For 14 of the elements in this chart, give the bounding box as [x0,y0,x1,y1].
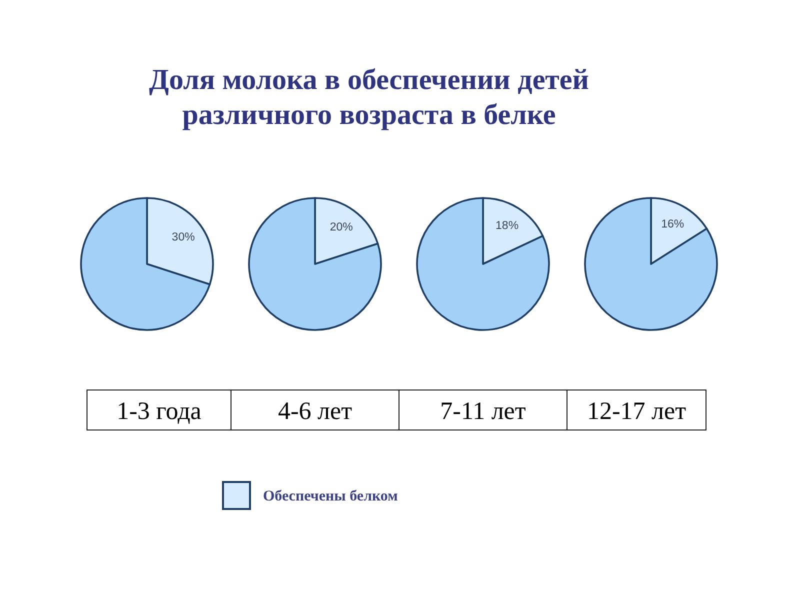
chart-title: Доля молока в обеспечении детей различного возраста в белке [148,64,590,131]
pie-slice [416,197,550,331]
data-label: 20% [330,222,353,234]
pie-slice [248,197,382,331]
data-label: 18% [496,220,519,232]
data-label: 16% [661,218,684,231]
pie-slice [584,197,718,331]
text: 12-17 лет [586,398,686,425]
text: 1-3 года [116,398,202,425]
text: 7-11 лет [440,398,526,425]
pie-slice [80,197,211,331]
text: 4-6 лет [278,398,352,425]
data-label: 30% [172,232,195,244]
legend-label: Обеспечены белком [263,488,398,504]
